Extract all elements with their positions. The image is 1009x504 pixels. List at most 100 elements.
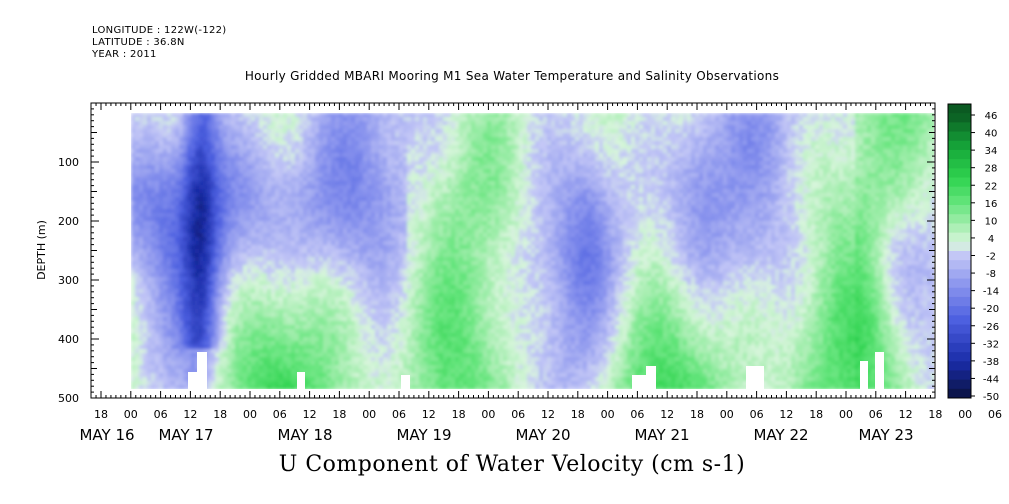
heat-cell <box>155 193 160 198</box>
heat-cell <box>259 321 264 326</box>
heat-cell <box>175 345 180 350</box>
heat-cell <box>247 129 252 134</box>
heat-cell <box>363 293 368 298</box>
heat-cell <box>303 373 308 378</box>
heat-cell <box>247 341 252 346</box>
heat-cell <box>227 361 232 366</box>
heat-cell <box>339 113 344 118</box>
heat-cell <box>311 125 316 130</box>
heat-cell <box>363 377 368 382</box>
heat-cell <box>311 321 316 326</box>
heat-cell <box>387 173 392 178</box>
heat-cell <box>175 357 180 362</box>
heat-cell <box>263 325 268 330</box>
heat-cell <box>251 133 256 138</box>
heat-cell <box>215 181 220 186</box>
heat-cell <box>271 193 276 198</box>
heat-cell <box>319 189 324 194</box>
heat-cell <box>215 241 220 246</box>
heat-cell <box>131 309 136 314</box>
heat-cell <box>267 245 272 250</box>
heat-cell <box>355 273 360 278</box>
heat-cell <box>251 337 256 342</box>
heat-cell <box>367 149 372 154</box>
heat-cell <box>147 345 152 350</box>
heat-cell <box>263 161 268 166</box>
heat-cell <box>187 249 192 254</box>
heat-cell <box>395 261 400 266</box>
heat-cell <box>407 253 412 258</box>
heat-cell <box>175 293 180 298</box>
heat-cell <box>151 373 156 378</box>
heat-cell <box>207 333 212 338</box>
heat-cell <box>351 165 356 170</box>
heat-cell <box>323 193 328 198</box>
heat-cell <box>171 353 176 358</box>
heat-cell <box>403 249 408 254</box>
heat-cell <box>147 177 152 182</box>
heat-cell <box>211 281 216 286</box>
heat-cell <box>283 233 288 238</box>
heat-cell <box>223 257 228 262</box>
heat-cell <box>251 185 256 190</box>
heat-cell <box>139 281 144 286</box>
heat-cell <box>235 369 240 374</box>
heat-cell <box>195 257 200 262</box>
heat-cell <box>251 341 256 346</box>
heat-cell <box>179 253 184 258</box>
heat-cell <box>231 353 236 358</box>
heat-cell <box>383 157 388 162</box>
heat-cell <box>275 161 280 166</box>
heat-cell <box>235 157 240 162</box>
heat-cell <box>303 289 308 294</box>
heat-cell <box>167 185 172 190</box>
heat-cell <box>259 381 264 386</box>
heat-cell <box>163 125 168 130</box>
heat-cell <box>331 185 336 190</box>
heat-cell <box>419 161 424 166</box>
heat-cell <box>239 301 244 306</box>
heat-cell <box>267 193 272 198</box>
heat-cell <box>419 129 424 134</box>
heat-cell <box>143 325 148 330</box>
heat-cell <box>311 305 316 310</box>
heat-cell <box>335 241 340 246</box>
heat-cell <box>207 265 212 270</box>
heat-cell <box>219 213 224 218</box>
heat-cell <box>299 281 304 286</box>
heat-cell <box>399 141 404 146</box>
heat-cell <box>407 249 412 254</box>
heat-cell <box>139 145 144 150</box>
heat-cell <box>363 125 368 130</box>
heat-cell <box>363 201 368 206</box>
heat-cell <box>331 277 336 282</box>
heat-cell <box>139 237 144 242</box>
heat-cell <box>351 197 356 202</box>
heat-cell <box>283 381 288 386</box>
heat-cell <box>247 369 252 374</box>
heat-cell <box>275 233 280 238</box>
heat-cell <box>299 161 304 166</box>
heat-cell <box>391 245 396 250</box>
heat-cell <box>283 285 288 290</box>
heat-cell <box>211 381 216 386</box>
heat-cell <box>383 161 388 166</box>
heat-cell <box>163 273 168 278</box>
heat-cell <box>147 133 152 138</box>
heat-cell <box>159 209 164 214</box>
heat-cell <box>331 125 336 130</box>
heat-cell <box>291 213 296 218</box>
heat-cell <box>279 209 284 214</box>
heat-cell <box>163 353 168 358</box>
heat-cell <box>183 337 188 342</box>
heat-cell <box>279 153 284 158</box>
heat-cell <box>287 213 292 218</box>
heat-cell <box>247 261 252 266</box>
heat-cell <box>271 113 276 118</box>
heat-cell <box>239 317 244 322</box>
heat-cell <box>239 137 244 142</box>
heat-cell <box>415 193 420 198</box>
heat-cell <box>399 185 404 190</box>
heat-cell <box>363 185 368 190</box>
heat-cell <box>279 293 284 298</box>
